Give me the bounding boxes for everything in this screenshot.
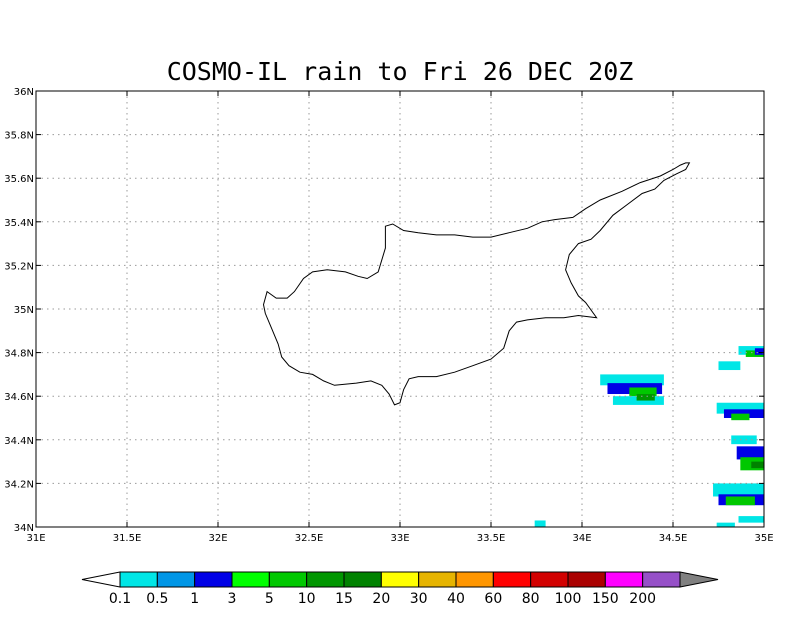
- colorbar-swatch: [455, 571, 494, 588]
- rain-cell: [600, 374, 664, 386]
- x-tick-label: 34E: [572, 533, 591, 544]
- x-tick-label: 31E: [26, 533, 45, 544]
- colorbar-swatch: [119, 571, 158, 588]
- colorbar-swatch: [343, 571, 382, 588]
- x-tick-label: 35E: [754, 533, 773, 544]
- rain-layer: [534, 346, 764, 527]
- y-tick-label: 34.8N: [4, 349, 34, 360]
- colorbar-swatch: [231, 571, 270, 588]
- y-tick-label: 35.8N: [4, 131, 34, 142]
- y-tick-label: 35.4N: [4, 218, 34, 229]
- x-tick-label: 33E: [390, 533, 409, 544]
- y-tick-label: 34N: [14, 523, 34, 534]
- cyprus-coastline: [262, 162, 691, 406]
- rain-cell: [731, 413, 750, 421]
- rain-cell: [636, 394, 655, 401]
- y-tick-label: 35.6N: [4, 174, 34, 185]
- x-tick-label: 32.5E: [295, 533, 324, 544]
- y-tick-label: 35N: [14, 305, 34, 316]
- plot-area: 31E 31.5E 32E 32.5E 33E 33.5E 34E 34.5E 35E 34N 34…: [4, 87, 773, 544]
- y-tick-label: 34.6N: [4, 392, 34, 403]
- colorbar-label: 0.1: [109, 591, 131, 607]
- colorbar-label: 3: [228, 591, 237, 607]
- colorbar-label: 5: [265, 591, 274, 607]
- colorbar-label: 10: [298, 591, 316, 607]
- colorbar-over-arrow: [679, 571, 719, 588]
- rain-cell: [751, 461, 764, 469]
- rain-cell: [716, 522, 735, 527]
- map-title: COSMO-IL rain to Fri 26 DEC 20Z: [167, 57, 634, 86]
- colorbar-swatch: [492, 571, 532, 588]
- colorbar-swatch: [604, 571, 644, 588]
- y-tick-label: 34.2N: [4, 479, 34, 490]
- x-tick-label: 34.5E: [659, 533, 688, 544]
- colorbar-label: 200: [629, 591, 656, 607]
- rain-cell: [725, 496, 755, 506]
- rain-cell: [754, 348, 764, 355]
- x-tick-label: 32E: [208, 533, 227, 544]
- colorbar-swatch: [194, 571, 233, 588]
- colorbar-swatch: [268, 571, 308, 588]
- colorbar-label: 30: [410, 591, 428, 607]
- y-tick-label: 36N: [14, 87, 34, 98]
- rain-cell: [738, 516, 764, 523]
- colorbar-swatch: [156, 571, 196, 588]
- rain-cell: [629, 387, 657, 397]
- y-tick-label: 34.4N: [4, 436, 34, 447]
- colorbar-swatch: [306, 571, 345, 588]
- colorbar-swatch: [530, 571, 569, 588]
- y-tick-label: 35.2N: [4, 261, 34, 272]
- colorbar-label: 60: [484, 591, 502, 607]
- colorbar-label: 0.5: [146, 591, 168, 607]
- rain-cell: [718, 361, 741, 371]
- colorbar-under-arrow: [81, 571, 121, 588]
- rain-cell: [716, 402, 764, 414]
- colorbar-label: 20: [372, 591, 390, 607]
- rain-cell: [738, 346, 764, 355]
- axis-ticks: 31E 31.5E 32E 32.5E 33E 33.5E 34E 34.5E 35E 34N 34…: [4, 87, 773, 544]
- colorbar-label: 1: [190, 591, 199, 607]
- colorbar-swatch: [567, 571, 606, 588]
- colorbar-label: 40: [447, 591, 465, 607]
- colorbar-label: 15: [335, 591, 353, 607]
- colorbar-swatch: [642, 571, 681, 588]
- rain-cell: [534, 520, 546, 527]
- colorbar-swatch: [380, 571, 420, 588]
- rain-cell: [736, 446, 764, 460]
- colorbar-label: 100: [555, 591, 582, 607]
- colorbar-label: 80: [522, 591, 540, 607]
- colorbar: 0.1 0.5 1 3 5 10 15 20 30 40 60 80 100 150 200: [81, 571, 719, 607]
- rain-cell: [713, 483, 764, 497]
- x-tick-label: 33.5E: [477, 533, 506, 544]
- colorbar-swatch: [418, 571, 457, 588]
- colorbar-label: 150: [592, 591, 619, 607]
- x-tick-label: 31.5E: [113, 533, 142, 544]
- grid-lines: [36, 91, 764, 527]
- rain-cell: [731, 435, 757, 445]
